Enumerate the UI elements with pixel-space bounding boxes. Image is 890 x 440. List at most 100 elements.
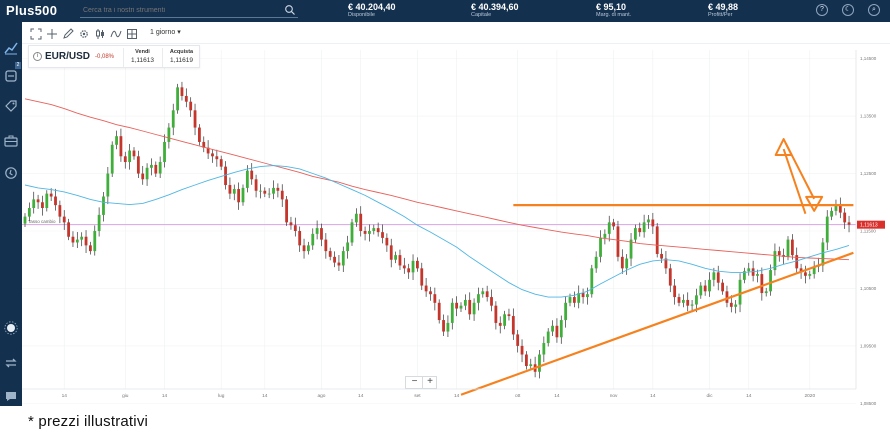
footer-area [0,406,890,440]
timeframe-select[interactable]: 1 giorno ▾ [150,29,181,36]
sidebar-item-portfolio[interactable] [3,133,19,149]
sidebar-item-switch[interactable] [3,355,19,371]
sidebar-item-positions[interactable] [3,68,19,84]
candle-down [206,147,210,154]
candle-down [389,245,393,260]
settings-tool[interactable] [78,27,90,39]
candle-down [376,228,380,233]
candle-down [795,255,799,269]
sidebar-item-orders[interactable] [3,98,19,114]
fullscreen-tool[interactable] [30,27,42,40]
candle-up [267,193,271,195]
candle-up [163,141,166,163]
candle-down [703,285,707,292]
instrument-panel[interactable]: i EUR/USD -0,08% Vendi 1,11613 Acquista … [28,45,200,68]
account-available: € 40.204,40 Disponibile [348,2,396,19]
candle-down [760,274,764,294]
candle-up [307,245,310,252]
candle-down [67,222,70,237]
sidebar-item-chart[interactable] [3,40,19,56]
crosshair-tool[interactable] [46,27,58,39]
candle-up [115,136,118,145]
support-trendline [460,251,854,396]
indicators-tool[interactable] [110,27,122,39]
candle-up [568,297,572,303]
candle-up [629,239,633,259]
sidebar: 2 [0,22,22,406]
candle-up [245,170,249,188]
price-tick-label: 1,12500 [860,171,877,176]
buy-button[interactable]: Acquista 1,11619 [162,48,200,67]
candlesticks [23,81,851,379]
candle-up [590,268,594,295]
draw-tool[interactable] [62,27,74,39]
help-button[interactable]: ? [816,4,828,16]
grid-icon [127,29,137,39]
candle-up [834,205,838,211]
search-button[interactable]: ⌕ [868,4,880,16]
user-drawings [460,138,854,396]
candle-up [368,230,371,234]
candle-down [729,302,733,307]
candle-down [58,205,62,217]
theme-button[interactable]: ☾ [842,4,854,16]
candle-up [830,210,833,217]
sidebar-item-chat[interactable] [3,388,19,404]
candle-down [385,237,389,246]
candle-up [825,216,829,243]
candle-up [411,260,415,273]
equity-value: € 40.394,60 [471,2,519,12]
candle-down [254,179,258,191]
candle-down [237,189,241,203]
date-tick-label: 14 [358,393,364,399]
profit-label: Profitt/Per [708,12,733,18]
zoom-in-button[interactable]: + [422,377,437,388]
candle-up [564,302,568,321]
search-box[interactable] [80,3,298,18]
search-icon[interactable] [284,4,296,16]
date-tick-label: 14 [162,393,168,399]
candle-up [529,364,533,367]
candle-down [359,213,363,231]
candle-up [102,196,105,215]
chart-type-tool[interactable] [94,27,106,39]
candle-up [259,190,262,192]
date-tick-label: 14 [62,393,68,399]
search-input[interactable] [83,4,279,17]
layout-tool[interactable] [126,27,138,39]
candle-down [381,232,384,238]
candle-down [402,265,406,269]
candle-down [525,354,528,367]
candle-up [128,150,132,163]
candle-up [764,291,768,294]
zoom-out-button[interactable]: − [411,376,418,387]
candle-up [769,270,772,292]
candle-down [184,95,188,102]
candle-up [808,274,812,276]
account-profit-loss: € 49,88 Profitt/Per [708,2,738,19]
candle-down [433,294,437,303]
candle-down [89,245,92,252]
candle-up [446,322,450,332]
price-chart[interactable]: Tasso cambio 1,14500 1,13500 1,12500 1,1150… [22,44,890,406]
candle-down [847,222,851,225]
sidebar-item-history[interactable] [3,165,19,181]
sidebar-item-light-mode[interactable] [3,320,19,336]
candle-up [315,228,319,234]
candle-down [490,297,493,306]
candle-up [346,242,350,252]
candle-down [193,110,197,128]
candle-down [289,222,293,226]
available-value: € 40.204,40 [348,2,396,12]
sell-button[interactable]: Vendi 1,11613 [123,48,161,67]
current-price-tag-label: 1,11613 [860,222,878,228]
chat-icon [6,392,16,401]
date-tick-label: 14 [650,393,656,399]
candles-icon [96,29,104,39]
candle-up [734,304,738,307]
info-icon[interactable]: i [33,52,42,61]
fast-moving-average [24,165,850,298]
candle-up [459,305,463,309]
candle-down [189,101,193,111]
candle-down [668,268,672,286]
